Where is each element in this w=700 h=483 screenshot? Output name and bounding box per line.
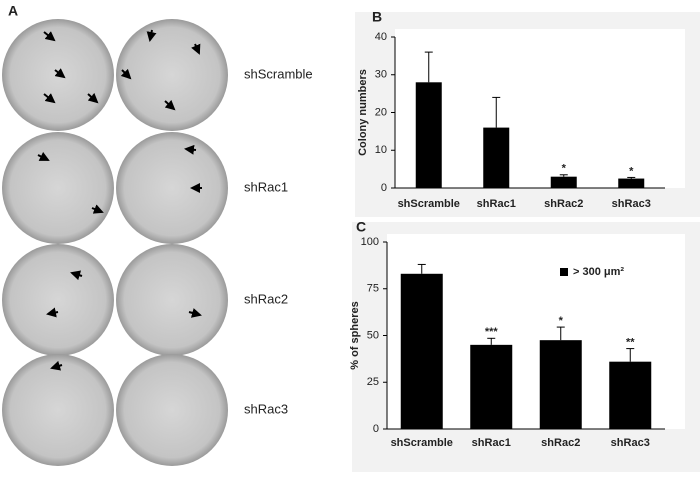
bar [550,176,577,188]
x-tick-label: shScramble [391,437,453,449]
y-tick-label: 10 [375,144,387,156]
y-tick-label: 0 [373,423,379,435]
significance: *** [485,326,499,338]
y-tick-label: 0 [381,182,387,194]
error-bar [559,174,568,177]
row-label: shRac3 [244,401,288,416]
significance: * [562,163,567,175]
row-label: shRac2 [244,291,288,306]
x-tick-label: shRac3 [611,437,650,449]
panel-label: A [8,3,18,19]
y-tick-label: 30 [375,69,387,81]
x-tick-label: shRac2 [541,437,580,449]
y-axis-label: % of spheres [349,301,361,369]
x-tick-label: shRac2 [544,198,583,210]
y-tick-label: 20 [375,106,387,118]
y-axis-label: Colony numbers [357,69,369,156]
bar [618,178,645,188]
plot-area [395,29,685,188]
row-label: shRac1 [244,179,288,194]
y-tick-label: 75 [367,283,379,295]
dishes [2,19,228,466]
significance: * [629,165,634,177]
error-bar [627,176,636,179]
error-bar [424,51,433,83]
arrows [37,29,202,371]
significance: * [559,315,564,327]
bar [415,82,442,188]
error-bar [487,337,496,345]
bar [609,361,652,429]
x-tick-label: shRac3 [612,198,651,210]
y-tick-label: 25 [367,376,379,388]
significance: ** [626,336,635,348]
bar [400,273,443,429]
bar [470,344,513,429]
panel-a: A shScramble shRac1 shRac2 shRac3 [2,3,313,466]
bar [483,127,510,188]
panel-label: C [356,219,366,235]
y-tick-label: 100 [361,236,379,248]
x-tick-label: shScramble [398,198,460,210]
x-tick-label: shRac1 [472,437,511,449]
row-label: shScramble [244,66,313,81]
y-tick-label: 50 [367,329,379,341]
error-bar [556,326,565,341]
bar [539,340,582,429]
panel-label: B [372,9,382,25]
legend-swatch [560,268,568,276]
error-bar [417,263,426,274]
y-tick-label: 40 [375,31,387,43]
error-bar [626,348,635,362]
error-bar [492,96,501,128]
legend-label: > 300 μm² [573,266,624,278]
x-tick-label: shRac1 [477,198,516,210]
